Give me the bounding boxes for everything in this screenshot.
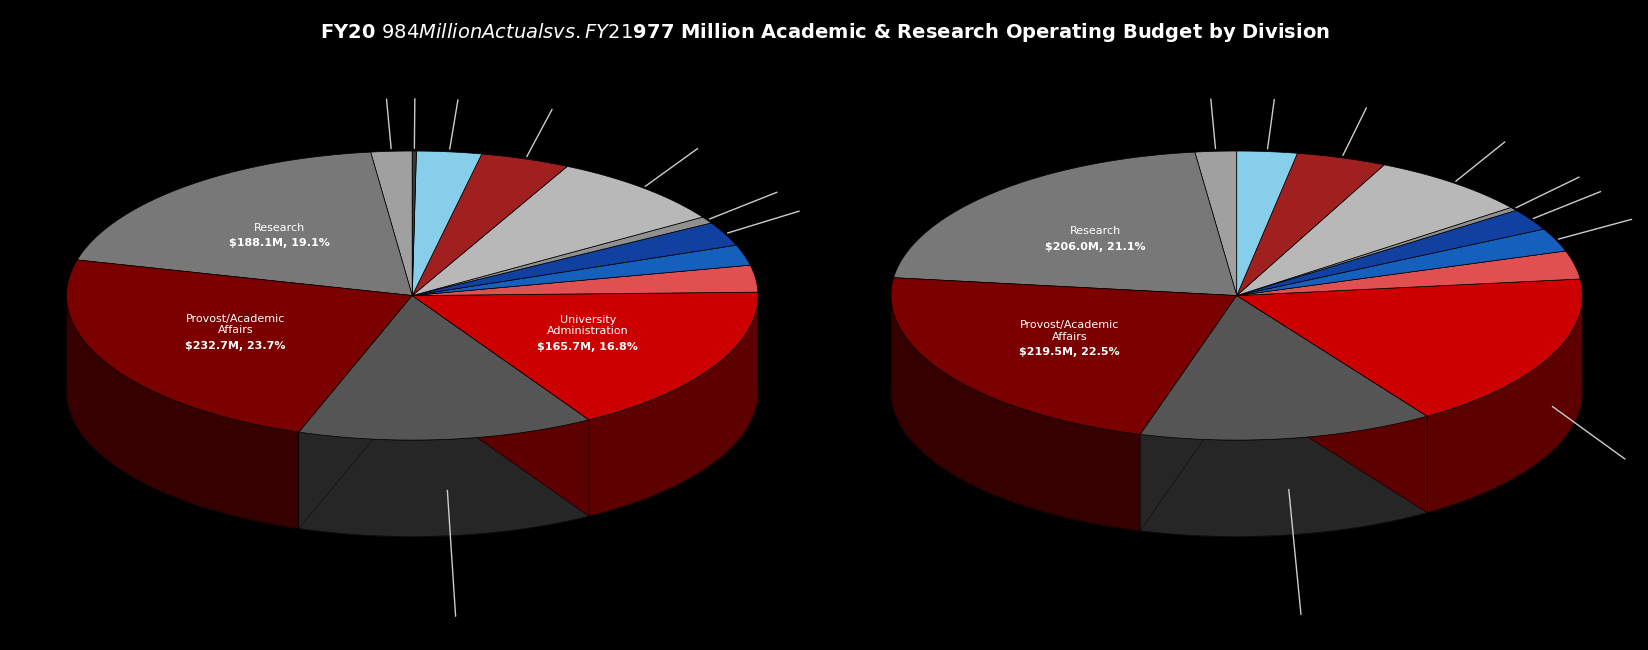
Text: FY20 $984 Million Actuals vs. FY21 $977 Million Academic & Research Operating Bu: FY20 $984 Million Actuals vs. FY21 $977 … [320,21,1328,44]
Polygon shape [66,260,412,432]
Polygon shape [371,151,412,296]
Polygon shape [412,151,481,296]
Polygon shape [298,420,588,536]
Polygon shape [1236,296,1426,513]
Text: Research: Research [1070,226,1121,236]
Polygon shape [1236,165,1510,296]
Polygon shape [1236,151,1297,296]
Polygon shape [890,298,1140,530]
Text: $219.5M, 22.5%: $219.5M, 22.5% [1018,347,1119,358]
Polygon shape [298,296,588,440]
Polygon shape [1236,279,1582,416]
Polygon shape [412,292,758,420]
Polygon shape [1236,153,1383,296]
Polygon shape [1140,296,1236,530]
Polygon shape [412,151,417,296]
Polygon shape [890,248,1582,536]
Text: Provost/Academic
Affairs: Provost/Academic Affairs [186,314,285,335]
Polygon shape [1195,151,1236,296]
Text: $232.7M, 23.7%: $232.7M, 23.7% [185,341,285,351]
Text: University
Administration: University Administration [547,315,628,336]
Polygon shape [412,296,588,516]
Text: $165.7M, 16.8%: $165.7M, 16.8% [537,342,638,352]
Polygon shape [412,245,750,296]
Text: $206.0M, 21.1%: $206.0M, 21.1% [1045,242,1145,252]
Polygon shape [412,217,710,296]
Polygon shape [1236,229,1564,296]
Polygon shape [1140,296,1236,530]
Polygon shape [890,278,1236,434]
Polygon shape [412,265,758,296]
Polygon shape [1236,211,1543,296]
Polygon shape [298,296,412,528]
Polygon shape [893,152,1236,296]
Polygon shape [66,248,758,536]
Polygon shape [412,166,702,296]
Polygon shape [77,152,412,296]
Text: Provost/Academic
Affairs: Provost/Academic Affairs [1018,320,1119,342]
Polygon shape [588,297,758,516]
Polygon shape [1236,207,1515,296]
Polygon shape [412,223,737,296]
Polygon shape [1236,251,1579,296]
Text: Research: Research [254,222,305,233]
Polygon shape [412,296,588,516]
Polygon shape [1426,298,1582,513]
Polygon shape [1236,296,1426,513]
Polygon shape [412,154,567,296]
Polygon shape [1140,416,1426,536]
Text: $188.1M, 19.1%: $188.1M, 19.1% [229,239,330,248]
Polygon shape [66,296,298,528]
Polygon shape [1140,296,1426,440]
Polygon shape [298,296,412,528]
